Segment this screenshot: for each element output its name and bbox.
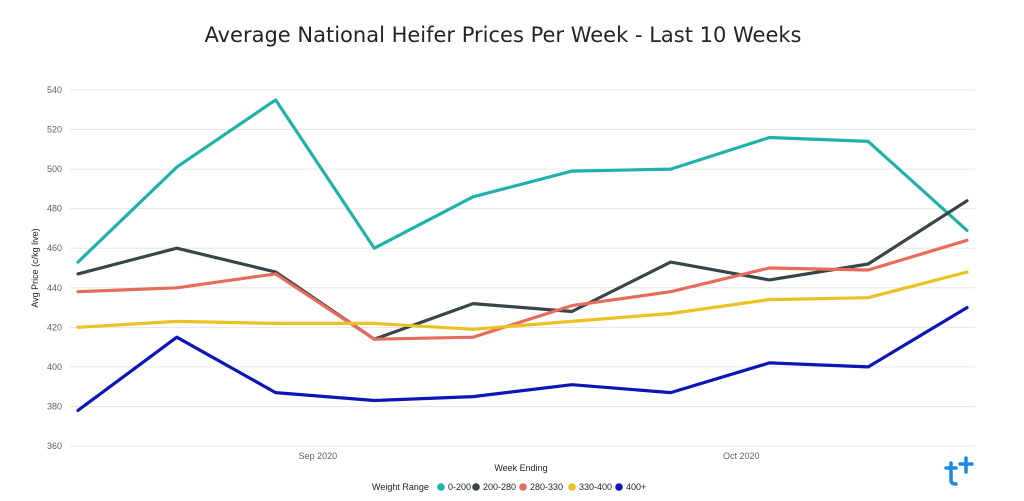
y-tick-label: 380 <box>47 401 62 411</box>
y-tick-label: 500 <box>47 164 62 174</box>
series-line-200-280[interactable] <box>76 199 969 341</box>
y-tick-label: 460 <box>47 243 62 253</box>
legend-swatch <box>437 483 445 491</box>
x-tick-label: Sep 2020 <box>299 451 338 461</box>
y-tick-label: 540 <box>47 85 62 95</box>
legend-swatch <box>615 483 623 491</box>
legend-label: 330-400 <box>579 482 612 492</box>
y-tick-label: 520 <box>47 125 62 135</box>
legend-label: 280-330 <box>530 482 563 492</box>
legend-swatch <box>519 483 527 491</box>
legend-item-280-330[interactable]: 280-330 <box>519 482 563 492</box>
y-axis-title: Avg Price (c/kg live) <box>30 228 40 307</box>
legend-label: 400+ <box>626 482 646 492</box>
y-tick-label: 360 <box>47 441 62 451</box>
series-line-0-200[interactable] <box>76 98 969 264</box>
y-tick-label: 420 <box>47 322 62 332</box>
legend[interactable]: Weight Range 0-200 200-280 280-330 330-400 40… <box>372 482 646 492</box>
y-tick-label: 480 <box>47 204 62 214</box>
legend-title: Weight Range <box>372 482 429 492</box>
legend-item-200-280[interactable]: 200-280 <box>472 482 516 492</box>
series-line-400+[interactable] <box>76 306 969 412</box>
legend-label: 0-200 <box>448 482 471 492</box>
x-axis-ticks: Sep 2020 Oct 2020 <box>299 451 760 461</box>
series-line-330-400[interactable] <box>76 270 969 331</box>
y-axis-ticks: 540 520 500 480 460 440 420 400 380 360 <box>47 85 62 451</box>
y-tick-label: 440 <box>47 283 62 293</box>
gridlines <box>70 89 975 447</box>
y-tick-label: 400 <box>47 362 62 372</box>
series-lines <box>76 98 969 412</box>
x-axis-title: Week Ending <box>494 463 547 473</box>
x-tick-label: Oct 2020 <box>723 451 760 461</box>
series-line-280-330[interactable] <box>76 238 969 341</box>
legend-label: 200-280 <box>483 482 516 492</box>
legend-item-330-400[interactable]: 330-400 <box>568 482 612 492</box>
legend-swatch <box>472 483 480 491</box>
legend-item-400+[interactable]: 400+ <box>615 482 646 492</box>
chart-title: Average National Heifer Prices Per Week … <box>204 23 801 47</box>
legend-item-0-200[interactable]: 0-200 <box>437 482 471 492</box>
legend-swatch <box>568 483 576 491</box>
tt-logo-icon <box>944 456 974 486</box>
